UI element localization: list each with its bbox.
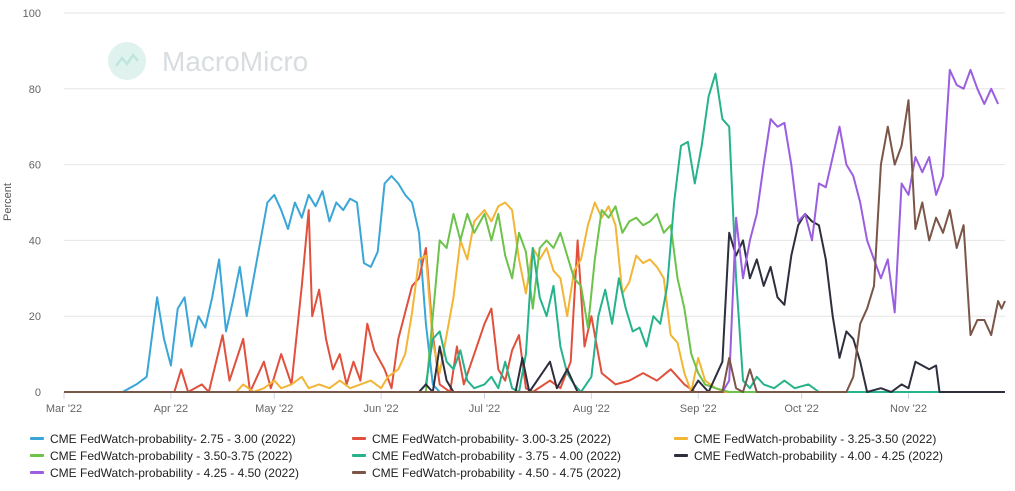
y-tick-label: 40	[29, 235, 41, 247]
legend-label: CME FedWatch-probability - 3.25-3.50 (20…	[694, 431, 937, 446]
legend-label: CME FedWatch-probability - 4.50 - 4.75 (…	[372, 465, 621, 480]
legend-item[interactable]: CME FedWatch-probability - 3.50-3.75 (20…	[30, 448, 352, 463]
legend-swatch-icon	[674, 437, 688, 440]
series-line-5[interactable]	[64, 212, 1005, 393]
series-line-7[interactable]	[64, 99, 1006, 393]
legend-swatch-icon	[30, 454, 44, 457]
legend-label: CME FedWatch-probability- 2.75 - 3.00 (2…	[50, 431, 296, 446]
legend-item[interactable]: CME FedWatch-probability - 3.75 - 4.00 (…	[352, 448, 674, 463]
logo-trend-icon	[115, 52, 139, 67]
x-tick-label: Nov '22	[890, 403, 927, 415]
legend-label: CME FedWatch-probability - 3.75 - 4.00 (…	[372, 448, 621, 463]
y-tick-label: 20	[29, 311, 41, 323]
legend-item[interactable]: CME FedWatch-probability - 4.00 - 4.25 (…	[674, 448, 1004, 463]
legend-label: CME FedWatch-probability - 4.00 - 4.25 (…	[694, 448, 943, 463]
x-tick-label: Aug '22	[573, 403, 610, 415]
legend: CME FedWatch-probability- 2.75 - 3.00 (2…	[30, 431, 1010, 480]
legend-item[interactable]: CME FedWatch-probability - 4.50 - 4.75 (…	[352, 465, 674, 480]
series-line-3[interactable]	[64, 205, 1005, 393]
watermark-text: MacroMicro	[162, 46, 308, 77]
x-tick-label: Jul '22	[469, 403, 500, 415]
x-tick-label: Sep '22	[680, 403, 717, 415]
y-tick-label: 100	[23, 8, 41, 20]
x-tick-label: Mar '22	[46, 403, 82, 415]
series-line-4[interactable]	[64, 72, 1005, 393]
macromicro-logo-icon	[108, 42, 146, 80]
axes: 0 20 40 60 80 100 Mar '22 Apr '22 May '22 Jun '22…	[23, 8, 1005, 415]
legend-label: CME FedWatch-probability - 3.50-3.75 (20…	[50, 448, 293, 463]
series-line-0[interactable]	[64, 175, 1005, 393]
x-tick-label: May '22	[255, 403, 293, 415]
legend-item[interactable]: CME FedWatch-probability- 3.00-3.25 (202…	[352, 431, 674, 446]
series-lines	[64, 68, 1006, 393]
legend-swatch-icon	[352, 454, 366, 457]
x-tick-label: Apr '22	[154, 403, 189, 415]
legend-swatch-icon	[352, 437, 366, 440]
legend-swatch-icon	[352, 471, 366, 474]
series-line-2[interactable]	[64, 201, 1005, 393]
legend-item[interactable]: CME FedWatch-probability - 4.25 - 4.50 (…	[30, 465, 352, 480]
legend-swatch-icon	[30, 437, 44, 440]
legend-label: CME FedWatch-probability- 3.00-3.25 (202…	[372, 431, 611, 446]
y-tick-label: 0	[35, 387, 41, 399]
grid-lines	[64, 12, 1005, 317]
legend-swatch-icon	[674, 454, 688, 457]
x-tick-label: Jun '22	[364, 403, 399, 415]
line-chart: MacroMicro 0 20 40 60 80 100 Mar '22 Apr '22 May…	[2, 8, 1006, 415]
watermark: MacroMicro	[108, 42, 308, 80]
legend-label: CME FedWatch-probability - 4.25 - 4.50 (…	[50, 465, 299, 480]
x-tick-label: Oct '22	[784, 403, 819, 415]
legend-item[interactable]: CME FedWatch-probability - 3.25-3.50 (20…	[674, 431, 1004, 446]
series-line-6[interactable]	[64, 68, 1000, 393]
legend-item[interactable]: CME FedWatch-probability- 2.75 - 3.00 (2…	[30, 431, 352, 446]
y-tick-label: 60	[29, 160, 41, 172]
legend-swatch-icon	[30, 471, 44, 474]
y-tick-label: 80	[29, 84, 41, 96]
y-axis-label: Percent	[2, 183, 14, 221]
